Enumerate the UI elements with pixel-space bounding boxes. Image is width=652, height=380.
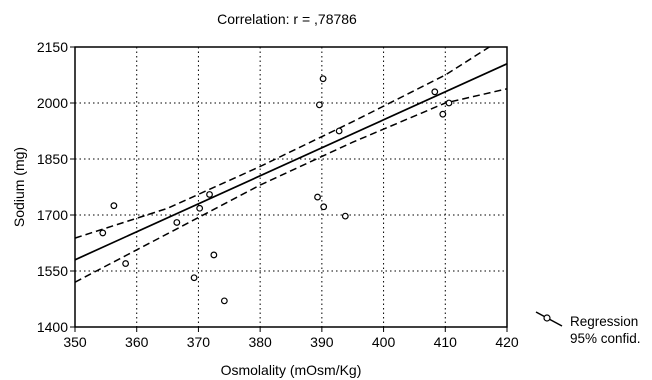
plot-frame (74, 46, 508, 328)
y-tick-label: 1400 (37, 319, 68, 335)
y-tick-label: 2000 (37, 95, 68, 111)
y-tick-label: 2150 (37, 39, 68, 55)
data-point (210, 251, 218, 259)
grid-lines (75, 47, 507, 327)
x-tick-label: 420 (495, 334, 519, 350)
data-point (335, 127, 343, 135)
x-axis-label: Osmolality (mOsm/Kg) (221, 362, 362, 378)
x-tick-label: 350 (63, 334, 87, 350)
y-axis-ticks: 1400 1550 1700 1850 2000 2150 (37, 39, 75, 335)
x-tick-label: 370 (187, 334, 211, 350)
confidence-lower-band (75, 88, 507, 283)
data-point (220, 297, 228, 305)
data-point (196, 204, 204, 212)
confidence-bands (75, 47, 507, 283)
x-tick-label: 400 (372, 334, 396, 350)
data-point (319, 75, 327, 83)
data-point (341, 212, 349, 220)
regression-line (75, 63, 507, 261)
legend: Regression 95% confid. (535, 311, 641, 346)
confidence-upper-band (75, 47, 491, 239)
x-axis-ticks: 350 360 370 380 390 400 410 420 (63, 327, 519, 350)
data-point (206, 191, 213, 198)
data-point (99, 229, 107, 237)
data-point (110, 202, 118, 210)
y-tick-label: 1550 (37, 263, 68, 279)
y-tick-label: 1850 (37, 151, 68, 167)
legend-point-marker (543, 314, 551, 322)
data-point (445, 99, 453, 107)
x-tick-label: 390 (310, 334, 334, 350)
y-axis-label: Sodium (mg) (11, 147, 27, 227)
x-tick-label: 360 (125, 334, 149, 350)
chart-title: Correlation: r = ,78786 (217, 11, 357, 27)
x-tick-label: 410 (434, 334, 458, 350)
legend-confidence-label: 95% confid. (570, 331, 641, 346)
data-point (173, 219, 181, 226)
data-point (190, 274, 198, 282)
data-point (320, 203, 328, 211)
x-tick-label: 380 (248, 334, 272, 350)
regression-line-group (75, 63, 507, 261)
data-point (431, 88, 439, 96)
data-point (439, 110, 447, 118)
data-point (315, 101, 323, 109)
data-point (314, 193, 321, 201)
y-tick-label: 1700 (37, 207, 68, 223)
data-point (122, 260, 130, 267)
data-points (99, 75, 453, 305)
legend-regression-label: Regression (570, 314, 638, 329)
